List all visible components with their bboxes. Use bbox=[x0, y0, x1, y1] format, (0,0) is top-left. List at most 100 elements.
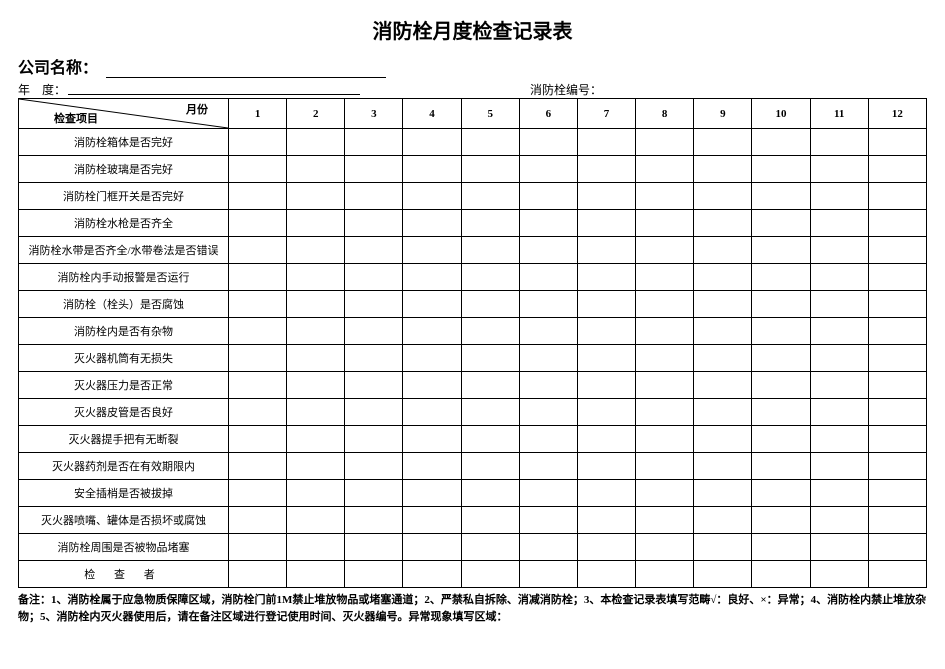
check-cell bbox=[810, 480, 868, 507]
check-cell bbox=[636, 372, 694, 399]
check-cell bbox=[461, 372, 519, 399]
table-row: 灭火器药剂是否在有效期限内 bbox=[19, 453, 927, 480]
check-cell bbox=[810, 237, 868, 264]
check-cell bbox=[752, 372, 810, 399]
check-cell bbox=[461, 453, 519, 480]
table-row: 消防栓水带是否齐全/水带卷法是否错误 bbox=[19, 237, 927, 264]
item-label-cell: 消防栓玻璃是否完好 bbox=[19, 156, 229, 183]
table-row: 消防栓（栓头）是否腐蚀 bbox=[19, 291, 927, 318]
check-cell bbox=[810, 291, 868, 318]
check-cell bbox=[694, 480, 752, 507]
check-cell bbox=[287, 183, 345, 210]
item-label-cell: 消防栓周围是否被物品堵塞 bbox=[19, 534, 229, 561]
sub-header-row: 年 度： 消防栓编号： bbox=[18, 81, 927, 98]
check-cell bbox=[752, 453, 810, 480]
check-cell bbox=[345, 507, 403, 534]
diagonal-header-cell: 月份 检查项目 bbox=[19, 99, 229, 129]
check-cell bbox=[229, 372, 287, 399]
check-cell bbox=[636, 183, 694, 210]
check-cell bbox=[229, 453, 287, 480]
check-cell bbox=[403, 183, 461, 210]
check-cell bbox=[403, 345, 461, 372]
check-cell bbox=[868, 507, 926, 534]
check-cell bbox=[287, 264, 345, 291]
check-cell bbox=[229, 237, 287, 264]
check-cell bbox=[577, 345, 635, 372]
inspector-cell bbox=[229, 561, 287, 588]
check-cell bbox=[287, 291, 345, 318]
inspector-cell bbox=[287, 561, 345, 588]
check-cell bbox=[461, 507, 519, 534]
check-cell bbox=[287, 534, 345, 561]
check-cell bbox=[287, 156, 345, 183]
check-cell bbox=[519, 453, 577, 480]
check-cell bbox=[810, 426, 868, 453]
check-cell bbox=[694, 507, 752, 534]
check-cell bbox=[752, 399, 810, 426]
check-cell bbox=[636, 399, 694, 426]
check-cell bbox=[403, 399, 461, 426]
inspector-cell bbox=[403, 561, 461, 588]
year-underline bbox=[68, 81, 360, 95]
header-month-label: 月份 bbox=[186, 101, 208, 117]
check-cell bbox=[403, 291, 461, 318]
check-cell bbox=[287, 318, 345, 345]
check-cell bbox=[287, 129, 345, 156]
check-cell bbox=[461, 426, 519, 453]
table-row: 安全插梢是否被拔掉 bbox=[19, 480, 927, 507]
inspector-row: 检 查 者 bbox=[19, 561, 927, 588]
check-cell bbox=[694, 156, 752, 183]
table-row: 灭火器提手把有无断裂 bbox=[19, 426, 927, 453]
check-cell bbox=[403, 264, 461, 291]
check-cell bbox=[229, 183, 287, 210]
check-cell bbox=[868, 399, 926, 426]
check-cell bbox=[577, 534, 635, 561]
check-cell bbox=[519, 210, 577, 237]
check-cell bbox=[636, 264, 694, 291]
check-cell bbox=[519, 399, 577, 426]
check-cell bbox=[694, 264, 752, 291]
item-label-cell: 灭火器提手把有无断裂 bbox=[19, 426, 229, 453]
month-header: 3 bbox=[345, 99, 403, 129]
check-cell bbox=[868, 453, 926, 480]
check-cell bbox=[810, 156, 868, 183]
check-cell bbox=[868, 129, 926, 156]
table-header-row: 月份 检查项目 1 2 3 4 5 6 7 8 9 10 11 12 bbox=[19, 99, 927, 129]
month-header: 1 bbox=[229, 99, 287, 129]
item-label-cell: 消防栓门框开关是否完好 bbox=[19, 183, 229, 210]
check-cell bbox=[403, 129, 461, 156]
check-cell bbox=[868, 210, 926, 237]
check-cell bbox=[519, 156, 577, 183]
check-cell bbox=[345, 156, 403, 183]
check-cell bbox=[810, 534, 868, 561]
check-cell bbox=[636, 237, 694, 264]
check-cell bbox=[287, 210, 345, 237]
item-label-cell: 消防栓内手动报警是否运行 bbox=[19, 264, 229, 291]
inspector-cell bbox=[461, 561, 519, 588]
check-cell bbox=[287, 453, 345, 480]
check-cell bbox=[345, 534, 403, 561]
check-cell bbox=[577, 156, 635, 183]
check-cell bbox=[519, 507, 577, 534]
check-cell bbox=[519, 264, 577, 291]
month-header: 5 bbox=[461, 99, 519, 129]
company-row: 公司名称： bbox=[18, 54, 927, 78]
check-cell bbox=[868, 291, 926, 318]
month-header: 9 bbox=[694, 99, 752, 129]
check-cell bbox=[868, 156, 926, 183]
table-row: 灭火器喷嘴、罐体是否损坏或腐蚀 bbox=[19, 507, 927, 534]
check-cell bbox=[810, 399, 868, 426]
check-cell bbox=[810, 210, 868, 237]
check-cell bbox=[461, 237, 519, 264]
table-row: 消防栓内是否有杂物 bbox=[19, 318, 927, 345]
check-cell bbox=[868, 345, 926, 372]
check-cell bbox=[461, 318, 519, 345]
table-body: 消防栓箱体是否完好消防栓玻璃是否完好消防栓门框开关是否完好消防栓水枪是否齐全消防… bbox=[19, 129, 927, 588]
table-row: 灭火器机筒有无损失 bbox=[19, 345, 927, 372]
check-cell bbox=[868, 534, 926, 561]
check-cell bbox=[752, 237, 810, 264]
check-cell bbox=[403, 237, 461, 264]
check-cell bbox=[345, 345, 403, 372]
hydrant-no-label: 消防栓编号： bbox=[530, 81, 602, 98]
inspector-cell bbox=[868, 561, 926, 588]
